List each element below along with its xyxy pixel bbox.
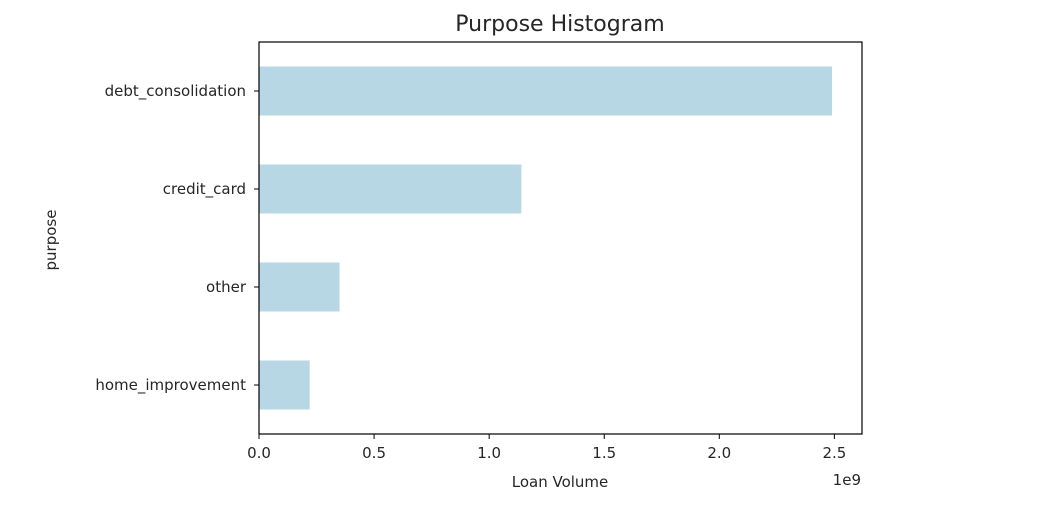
x-tick-label: 2.0 xyxy=(707,444,731,462)
x-tick-label: 1.0 xyxy=(477,444,501,462)
x-axis: 0.0 0.5 1.0 1.5 2.0 2.5 xyxy=(247,434,846,462)
bars-layer xyxy=(259,66,833,410)
x-tick-label: 1.5 xyxy=(592,444,616,462)
y-tick-label: credit_card xyxy=(163,180,246,199)
y-tick-label: debt_consolidation xyxy=(105,82,246,101)
x-tick-label: 0.5 xyxy=(362,444,386,462)
plot-frame xyxy=(258,41,863,435)
bar-other xyxy=(259,262,340,312)
x-tick-label: 0.0 xyxy=(247,444,271,462)
chart-title: Purpose Histogram xyxy=(455,12,664,37)
y-axis-label: purpose xyxy=(42,210,60,271)
bar-home-improvement xyxy=(259,360,310,410)
x-axis-scale-label: 1e9 xyxy=(833,471,861,489)
y-tick-label: home_improvement xyxy=(95,376,246,395)
y-tick-label: other xyxy=(206,278,247,296)
bar-credit-card xyxy=(259,164,522,214)
bar-debt-consolidation xyxy=(259,66,833,116)
x-tick-label: 2.5 xyxy=(822,444,846,462)
x-axis-label: Loan Volume xyxy=(512,473,609,491)
